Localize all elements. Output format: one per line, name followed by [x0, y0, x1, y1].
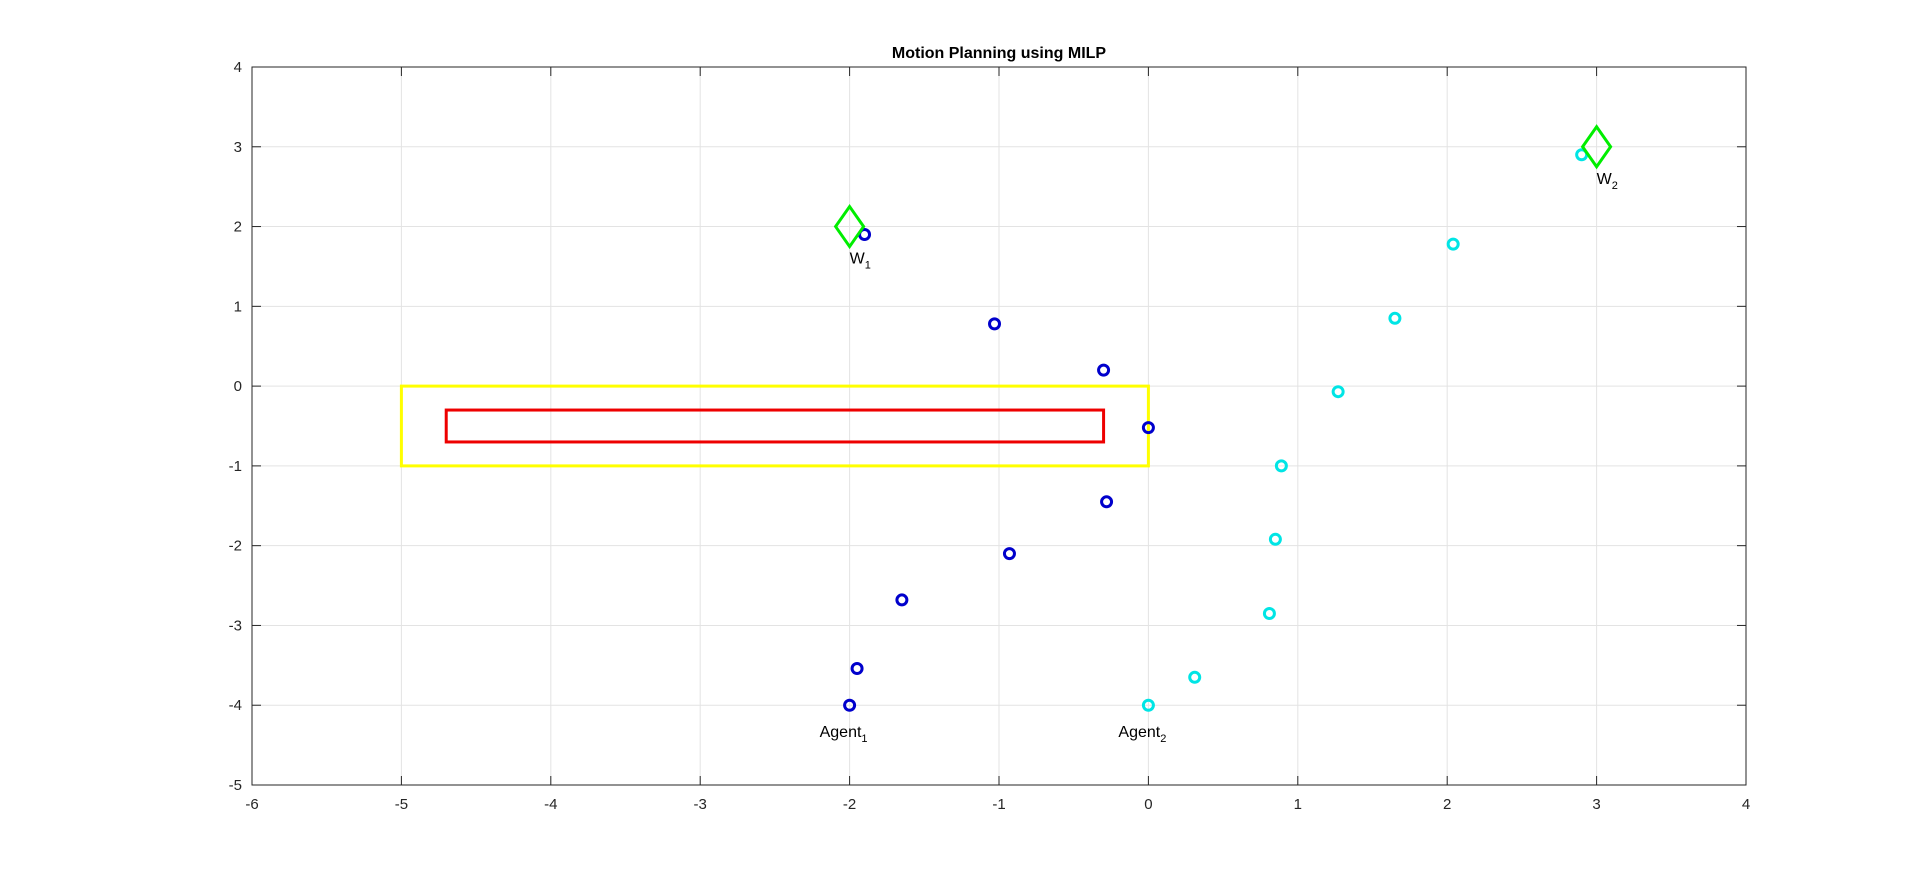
- agent-2-label: Agent2: [1118, 724, 1166, 745]
- x-tick-label: 4: [1742, 796, 1750, 813]
- y-tick-label: -2: [229, 538, 242, 555]
- x-tick-label: -4: [544, 796, 557, 813]
- agent2-trajectory-point: [1331, 385, 1345, 399]
- waypoint-1-marker: [833, 203, 866, 250]
- agent1-trajectory-point: [1097, 363, 1111, 377]
- y-tick-label: -5: [229, 777, 242, 794]
- y-tick-label: 3: [234, 139, 242, 156]
- y-tick-label: 1: [234, 298, 242, 315]
- waypoint-2-marker: [1580, 124, 1613, 170]
- y-tick-label: -3: [229, 617, 242, 634]
- x-tick-label: 2: [1443, 796, 1451, 813]
- x-tick-label: 0: [1144, 796, 1152, 813]
- y-tick-label: 0: [234, 378, 242, 395]
- chart-title: Motion Planning using MILP: [892, 45, 1107, 62]
- agent1-trajectory-point: [843, 698, 857, 712]
- agent2-trajectory-point: [1274, 459, 1288, 473]
- agent2-trajectory-point: [1141, 698, 1155, 712]
- agent1-trajectory-point: [850, 662, 864, 676]
- x-tick-label: 3: [1592, 796, 1600, 813]
- safety-region-rect: [399, 384, 1150, 468]
- agent2-trajectory-point: [1262, 606, 1276, 620]
- agent2-trajectory-point: [1268, 532, 1282, 546]
- agent-1-label: Agent1: [820, 724, 868, 745]
- x-tick-label: -1: [992, 796, 1005, 813]
- agent2-trajectory-point: [1388, 311, 1402, 325]
- agent1-trajectory-point: [988, 317, 1002, 331]
- y-tick-label: -4: [229, 697, 242, 714]
- agent1-trajectory-point: [895, 593, 909, 607]
- x-tick-label: -6: [245, 796, 258, 813]
- y-tick-label: -1: [229, 458, 242, 475]
- agent1-trajectory-point: [1002, 547, 1016, 561]
- waypoints: [833, 124, 1613, 250]
- x-tick-label: 1: [1294, 796, 1302, 813]
- y-tick-label: 2: [234, 219, 242, 236]
- y-tick-label: 4: [234, 59, 242, 76]
- agent2-trajectory-point: [1446, 237, 1460, 251]
- agent1-trajectory-point: [1100, 495, 1114, 509]
- obstacle-regions: [399, 384, 1150, 468]
- agent1-trajectory-point: [1141, 421, 1155, 435]
- x-tick-label: -3: [694, 796, 707, 813]
- x-tick-label: -5: [395, 796, 408, 813]
- x-tick-label: -2: [843, 796, 856, 813]
- obstacle-rect: [444, 408, 1106, 444]
- agent2-trajectory-point: [1188, 670, 1202, 684]
